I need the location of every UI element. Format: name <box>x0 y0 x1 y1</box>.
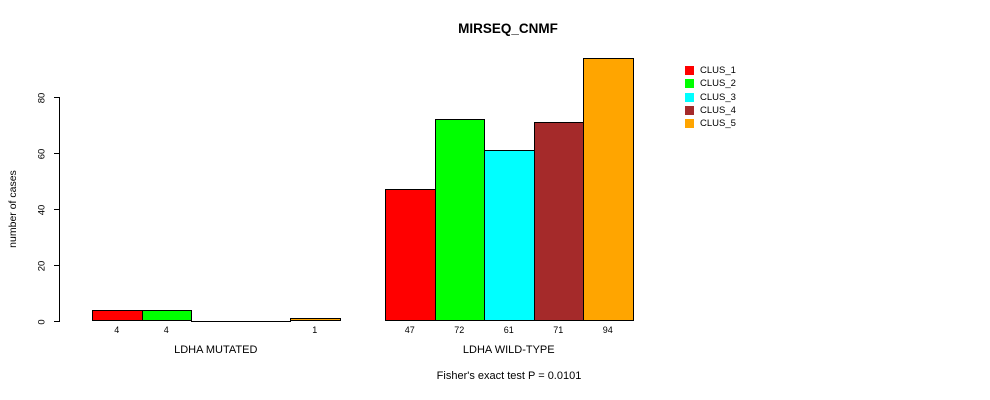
y-axis-tick-label: 80 <box>36 92 48 103</box>
legend-label: CLUS_3 <box>700 91 736 103</box>
legend-label: CLUS_4 <box>700 104 736 116</box>
x-group-label: LDHA WILD-TYPE <box>462 344 555 356</box>
bar-value-label: 4 <box>163 325 169 335</box>
bar-clus-3-zero <box>191 321 242 322</box>
bar-value-label: 71 <box>553 325 564 335</box>
bar-clus-3 <box>484 150 535 321</box>
bar-value-label: 61 <box>503 325 514 335</box>
chart-title: MIRSEQ_CNMF <box>458 21 558 36</box>
bar-value-label: 47 <box>404 325 415 335</box>
legend: CLUS_1 CLUS_2 CLUS_3 CLUS_4 CLUS_5 <box>685 66 736 132</box>
bar-clus-5 <box>583 58 634 321</box>
bar-clus-2 <box>141 310 192 321</box>
legend-swatch <box>685 79 694 89</box>
legend-item-clus-5: CLUS_5 <box>685 119 736 128</box>
bar-clus-4 <box>533 122 584 321</box>
y-axis-label: number of cases <box>7 170 19 248</box>
legend-swatch <box>685 119 694 129</box>
y-axis-tick <box>54 321 59 322</box>
legend-swatch <box>685 92 694 102</box>
bar-value-label: 4 <box>114 325 120 335</box>
legend-label: CLUS_1 <box>700 65 736 76</box>
y-axis-tick-label: 40 <box>36 204 48 215</box>
bar-clus-1 <box>92 310 143 321</box>
legend-item-clus-1: CLUS_1 <box>685 66 736 75</box>
y-axis-tick-label: 20 <box>36 260 48 271</box>
legend-swatch <box>685 66 694 75</box>
legend-label: CLUS_5 <box>700 118 736 130</box>
legend-swatch <box>685 105 694 115</box>
bar-value-label: 1 <box>312 325 318 335</box>
bar-value-label: 72 <box>454 325 465 335</box>
x-group-label: LDHA MUTATED <box>174 344 258 356</box>
bar-clus-2 <box>434 119 485 321</box>
bar-clus-5 <box>290 318 341 321</box>
legend-item-clus-3: CLUS_3 <box>685 91 736 103</box>
legend-label: CLUS_2 <box>700 78 736 90</box>
bar-clus-1 <box>385 189 436 321</box>
caption-fisher-test: Fisher's exact test P = 0.0101 <box>436 370 582 382</box>
legend-item-clus-4: CLUS_4 <box>685 106 736 115</box>
y-axis-line <box>59 97 60 322</box>
legend-item-clus-2: CLUS_2 <box>685 78 736 90</box>
y-axis-tick <box>54 97 59 98</box>
y-axis-tick <box>54 265 59 266</box>
y-axis-tick-label: 0 <box>36 318 48 325</box>
y-axis-tick-label: 60 <box>36 148 48 159</box>
bar-clus-4-zero <box>240 321 291 322</box>
bar-value-label: 94 <box>602 325 613 335</box>
y-axis-tick <box>54 153 59 154</box>
y-axis-tick <box>54 209 59 210</box>
